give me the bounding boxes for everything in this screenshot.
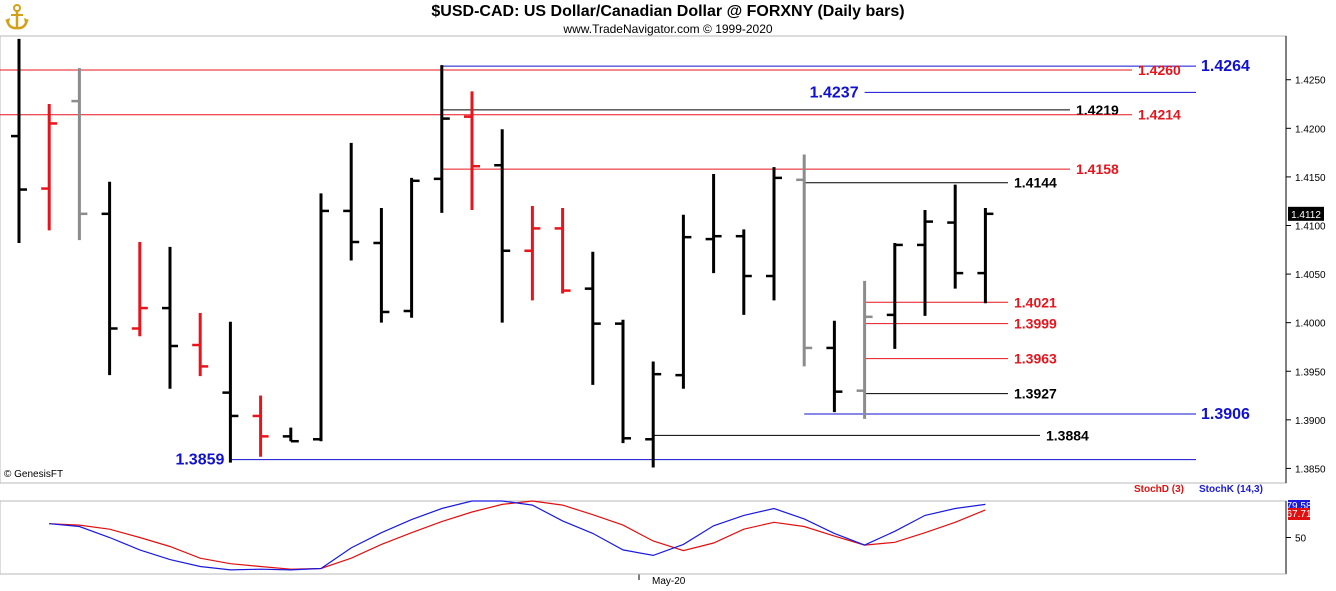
legend-stoch-d: StochD (3) xyxy=(1134,484,1184,495)
ohlc-bar xyxy=(433,65,450,213)
support-resistance-levels: 1.4264 1.4260 1.4237 1.4219 1.4214 1.4158 1.41… xyxy=(0,58,1250,469)
data-credit: © GenesisFT xyxy=(4,469,64,480)
price-tick-label: 1.4150 xyxy=(1295,173,1326,184)
level-label: 1.4237 xyxy=(810,84,859,101)
ohlc-bar xyxy=(705,173,722,274)
level-label: 1.3999 xyxy=(1014,316,1057,332)
stoch-k-line xyxy=(49,500,986,571)
ohlc-bar xyxy=(524,206,541,301)
ohlc-bar xyxy=(313,193,329,442)
level-label: 1.3927 xyxy=(1014,386,1057,402)
ohlc-bar xyxy=(252,395,269,457)
ohlc-bar xyxy=(192,312,209,377)
ohlc-bar xyxy=(675,214,692,389)
ohlc-bar xyxy=(796,154,813,367)
stochastic-value-badges: 79.58 67.71 xyxy=(1286,500,1312,520)
ohlc-bar xyxy=(101,181,118,376)
chart-title: $USD-CAD: US Dollar/Canadian Dollar @ FO… xyxy=(431,3,905,20)
ohlc-bar xyxy=(947,184,964,289)
ohlc-bar xyxy=(917,209,933,316)
level-label: 1.4158 xyxy=(1076,161,1119,177)
level-label: 1.4219 xyxy=(1076,102,1119,118)
level-label: 1.4260 xyxy=(1138,62,1181,78)
ohlc-bar xyxy=(343,142,360,261)
stoch-d-value: 67.71 xyxy=(1286,509,1311,520)
ohlc-bar xyxy=(11,38,27,243)
stoch-tick-label: 50 xyxy=(1295,534,1307,545)
price-tick-label: 1.3950 xyxy=(1295,367,1326,378)
price-tick-label: 1.4200 xyxy=(1295,124,1326,135)
level-label: 1.4264 xyxy=(1201,58,1250,75)
ohlc-bar xyxy=(71,68,88,241)
x-axis-label: May-20 xyxy=(652,576,686,587)
price-tick-label: 1.4250 xyxy=(1295,76,1326,87)
stochastic-lines xyxy=(49,500,986,571)
level-label: 1.3963 xyxy=(1014,351,1057,367)
price-tick-label: 1.3900 xyxy=(1295,416,1326,427)
ohlc-bar xyxy=(222,321,239,463)
ohlc-bar xyxy=(282,427,299,443)
level-label: 1.3906 xyxy=(1201,406,1250,423)
stochastic-plot-area xyxy=(0,500,1287,575)
anchor-logo-icon xyxy=(5,4,29,30)
price-tick-label: 1.4050 xyxy=(1295,270,1326,281)
price-plot-area xyxy=(0,35,1287,484)
ohlc-bar xyxy=(856,280,873,419)
ohlc-bar xyxy=(494,129,511,323)
level-label: 1.3859 xyxy=(175,452,224,469)
ohlc-bar xyxy=(584,251,601,385)
chart-subtitle: www.TradeNavigator.com © 1999-2020 xyxy=(563,22,773,36)
legend-stoch-k: StochK (14,3) xyxy=(1199,484,1263,495)
level-label: 1.4214 xyxy=(1138,107,1181,123)
ohlc-bar xyxy=(162,246,178,389)
stoch-k-value: 79.58 xyxy=(1286,501,1311,512)
ohlc-bar xyxy=(766,167,782,301)
stochastic-axis-ticks: 50 xyxy=(1286,534,1307,545)
ohlc-bar xyxy=(373,207,390,323)
ohlc-bar xyxy=(403,177,420,318)
ohlc-bars xyxy=(11,38,994,468)
level-label: 1.4021 xyxy=(1014,294,1057,310)
price-tick-label: 1.3850 xyxy=(1295,464,1326,475)
level-label: 1.4144 xyxy=(1014,175,1057,191)
level-label: 1.3884 xyxy=(1046,427,1089,443)
ohlc-bar xyxy=(131,242,148,337)
price-tick-label: 1.4000 xyxy=(1295,319,1326,330)
price-tick-label: 1.4100 xyxy=(1295,221,1326,232)
last-price-label: 1.4112 xyxy=(1291,210,1321,221)
ohlc-bar xyxy=(735,229,752,315)
price-axis-ticks: 1.38501.39001.39501.40001.40501.41001.41… xyxy=(1286,76,1326,475)
ohlc-bar xyxy=(464,91,480,210)
ohlc-bar xyxy=(615,319,631,444)
ohlc-bar xyxy=(554,207,571,294)
ohlc-bar xyxy=(645,361,662,468)
ohlc-bar xyxy=(41,104,58,231)
last-price-badge: 1.4112 xyxy=(1288,206,1324,221)
ohlc-bar xyxy=(826,320,843,413)
ohlc-bar xyxy=(886,242,903,349)
ohlc-bar xyxy=(977,207,994,304)
